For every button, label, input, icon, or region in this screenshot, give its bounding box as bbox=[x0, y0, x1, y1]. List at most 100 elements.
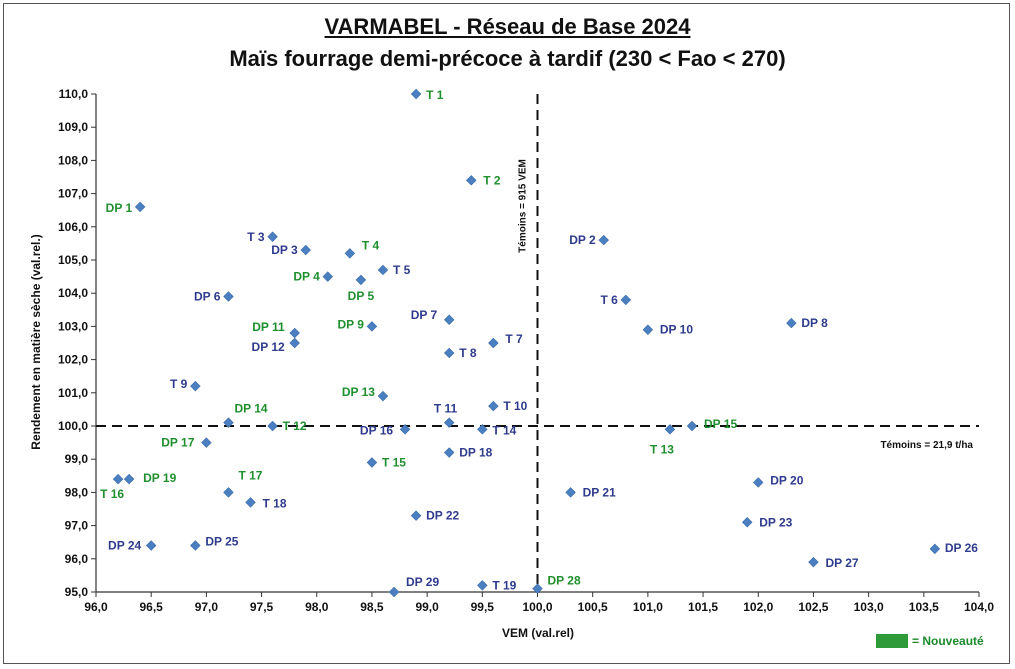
data-point bbox=[532, 583, 543, 594]
y-tick-label: 103,0 bbox=[58, 319, 88, 333]
data-point bbox=[377, 264, 389, 276]
data-label: DP 14 bbox=[234, 402, 267, 416]
data-label: T 5 bbox=[393, 263, 411, 277]
chart-frame bbox=[3, 3, 1010, 664]
y-axis-label: Rendement en matière sèche (val.rel.) bbox=[29, 234, 43, 449]
y-tick-label: 98,0 bbox=[65, 485, 89, 499]
data-point bbox=[620, 294, 632, 306]
x-tick-label: 103,0 bbox=[854, 600, 884, 614]
data-label: T 8 bbox=[459, 346, 477, 360]
data-point bbox=[443, 447, 455, 458]
data-label: DP 6 bbox=[194, 290, 221, 304]
data-point bbox=[267, 420, 278, 432]
data-label: DP 7 bbox=[411, 308, 438, 322]
data-point bbox=[145, 540, 157, 551]
data-label: DP 10 bbox=[660, 323, 693, 337]
x-tick-label: 102,0 bbox=[743, 600, 773, 614]
x-tick-label: 101,5 bbox=[688, 600, 718, 614]
data-label: T 6 bbox=[600, 293, 618, 307]
y-tick-label: 95,0 bbox=[65, 585, 89, 599]
data-label: DP 18 bbox=[459, 446, 492, 460]
x-tick-label: 101,0 bbox=[633, 600, 663, 614]
data-point bbox=[223, 487, 234, 498]
y-tick-label: 99,0 bbox=[65, 452, 89, 466]
data-point bbox=[366, 321, 378, 332]
data-point bbox=[410, 88, 422, 100]
y-tick-label: 96,0 bbox=[65, 552, 89, 566]
y-tick-label: 100,0 bbox=[58, 419, 88, 433]
data-point bbox=[223, 417, 234, 428]
x-tick-label: 100,5 bbox=[578, 600, 608, 614]
data-label: DP 27 bbox=[825, 556, 858, 570]
data-point bbox=[289, 337, 300, 349]
data-point bbox=[134, 201, 146, 213]
data-label: DP 19 bbox=[143, 471, 176, 485]
data-point bbox=[223, 291, 234, 302]
x-tick-label: 100,0 bbox=[522, 600, 552, 614]
data-label: DP 17 bbox=[161, 436, 194, 450]
data-point bbox=[344, 248, 356, 259]
data-label: DP 26 bbox=[945, 541, 978, 555]
chart-title: VARMABEL - Réseau de Base 2024 bbox=[324, 14, 691, 39]
data-label: DP 12 bbox=[252, 340, 285, 354]
data-label: T 3 bbox=[247, 230, 265, 244]
data-label: T 7 bbox=[505, 332, 523, 346]
y-tick-label: 107,0 bbox=[58, 187, 88, 201]
data-label: DP 22 bbox=[426, 509, 459, 523]
x-tick-label: 104,0 bbox=[964, 600, 994, 614]
data-point bbox=[477, 424, 488, 435]
data-label: DP 25 bbox=[205, 535, 238, 549]
x-tick-label: 103,5 bbox=[909, 600, 939, 614]
data-point bbox=[664, 424, 676, 435]
y-tick-label: 97,0 bbox=[65, 519, 89, 533]
data-label: DP 24 bbox=[108, 539, 141, 553]
data-label: T 14 bbox=[492, 423, 516, 437]
data-label: T 2 bbox=[483, 173, 501, 187]
y-tick-label: 109,0 bbox=[58, 120, 88, 134]
data-point bbox=[488, 400, 499, 412]
data-label: DP 8 bbox=[801, 316, 828, 330]
data-point bbox=[565, 487, 576, 498]
y-tick-label: 106,0 bbox=[58, 220, 88, 234]
data-point bbox=[443, 314, 455, 325]
data-point bbox=[190, 540, 201, 551]
data-label: DP 28 bbox=[548, 574, 581, 588]
data-label: T 19 bbox=[492, 578, 516, 592]
horizontal-reference-label: Témoins = 21,9 t/ha bbox=[880, 440, 973, 451]
y-tick-label: 102,0 bbox=[58, 353, 88, 367]
data-label: T 1 bbox=[426, 88, 444, 102]
data-point bbox=[377, 390, 389, 402]
data-point bbox=[190, 380, 201, 392]
data-point bbox=[443, 347, 455, 359]
data-point bbox=[355, 274, 367, 286]
data-label: T 17 bbox=[238, 468, 262, 482]
data-point bbox=[808, 556, 819, 568]
y-tick-label: 110,0 bbox=[59, 87, 89, 101]
data-point bbox=[477, 580, 488, 591]
data-label: DP 1 bbox=[106, 201, 133, 215]
data-label: T 15 bbox=[382, 456, 406, 470]
data-point bbox=[598, 234, 609, 246]
x-tick-label: 102,5 bbox=[798, 600, 828, 614]
data-point bbox=[201, 437, 212, 448]
data-point bbox=[388, 586, 400, 598]
data-label: DP 20 bbox=[770, 473, 803, 487]
data-label: DP 21 bbox=[583, 485, 616, 499]
x-tick-label: 99,0 bbox=[415, 600, 439, 614]
data-point bbox=[267, 231, 278, 242]
data-point bbox=[753, 477, 764, 488]
data-point bbox=[410, 510, 422, 521]
data-point bbox=[786, 317, 797, 329]
data-point bbox=[300, 244, 311, 256]
data-label: DP 3 bbox=[271, 243, 298, 257]
x-tick-label: 98,0 bbox=[305, 600, 329, 614]
chart-subtitle: Maïs fourrage demi-précoce à tardif (230… bbox=[229, 46, 786, 71]
data-label: T 13 bbox=[650, 442, 674, 456]
tick-labels: 96,0 96,5 97,0 97,5 98,0 98,5 99,0 99,5 100,0 100… bbox=[58, 87, 994, 614]
x-tick-label: 97,5 bbox=[250, 600, 274, 614]
data-point bbox=[488, 337, 499, 349]
legend-label: = Nouveauté bbox=[912, 634, 984, 648]
data-point bbox=[112, 473, 124, 485]
data-point bbox=[741, 517, 753, 528]
data-label: T 18 bbox=[263, 496, 287, 510]
